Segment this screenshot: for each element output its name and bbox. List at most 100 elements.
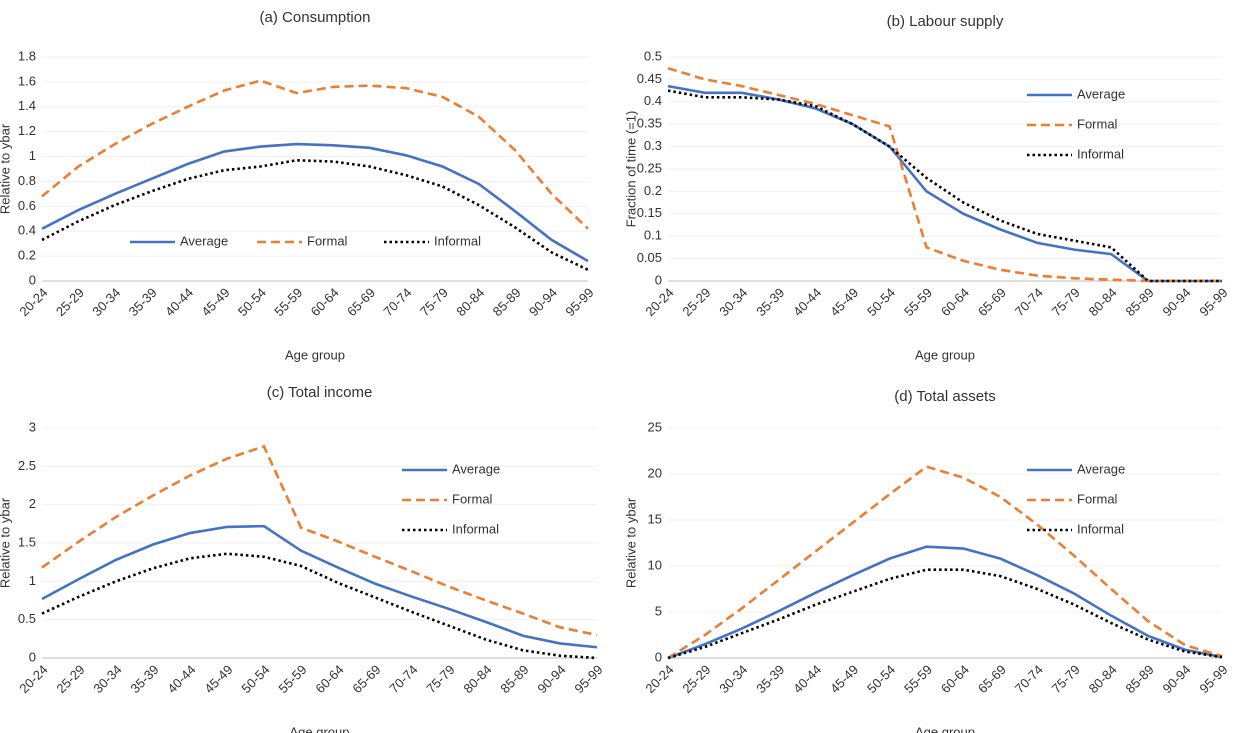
x-axis-label: Age group [290,724,350,733]
series-line [41,524,598,649]
series-line [667,465,1223,660]
y-tick-label: 0.4 [644,93,662,108]
x-tick-label: 80-84 [460,662,494,696]
x-tick-label: 40-44 [790,662,824,696]
y-tick-label: 25 [648,419,662,434]
x-tick-label: 60-64 [308,285,342,319]
x-tick-label: 35-39 [753,662,787,696]
x-tick-label: 45-49 [827,662,861,696]
legend-label: Average [180,233,228,248]
legend-label: Informal [1077,521,1124,536]
x-tick-label: 35-39 [127,662,161,696]
y-tick-label: 0.6 [18,198,36,213]
chart-title: (d) Total assets [894,388,995,405]
x-tick-label: 45-49 [201,662,235,696]
y-axis-label: Relative to ybar [0,497,12,588]
x-tick-label: 50-54 [235,285,269,319]
legend-label: Formal [1077,116,1118,131]
x-tick-label: 95-99 [562,285,596,319]
x-tick-label: 50-54 [864,285,898,319]
y-tick-label: 3 [29,419,36,434]
series-line [41,552,598,660]
y-tick-label: 15 [648,511,662,526]
y-axis-label: Relative to ybar [0,123,12,214]
x-tick-label: 90-94 [1160,662,1194,696]
y-tick-label: 0.05 [637,250,662,265]
x-tick-label: 65-69 [344,285,378,319]
x-tick-label: 90-94 [534,662,568,696]
x-tick-label: 25-29 [53,285,87,319]
y-tick-label: 0.25 [637,160,662,175]
y-tick-label: 1.6 [18,73,36,88]
chart-title: (c) Total income [267,384,373,401]
x-tick-label: 55-59 [901,662,935,696]
y-tick-label: 0 [29,649,36,664]
x-tick-label: 25-29 [679,662,713,696]
x-tick-label: 70-74 [386,662,420,696]
y-tick-label: 0.5 [644,48,662,63]
series-line [667,66,1222,283]
x-tick-label: 95-99 [1196,662,1230,696]
x-tick-label: 55-59 [901,285,935,319]
y-tick-label: 0 [655,649,662,664]
y-tick-label: 0.5 [18,611,36,626]
x-tick-label: 35-39 [753,285,787,319]
y-tick-label: 10 [648,557,662,572]
y-tick-label: 0.35 [637,116,662,131]
x-tick-label: 30-34 [90,662,124,696]
x-tick-label: 25-29 [53,662,87,696]
x-tick-label: 45-49 [827,285,861,319]
x-tick-label: 70-74 [1012,662,1046,696]
y-tick-label: 0.1 [644,228,662,243]
x-tick-label: 85-89 [1123,662,1157,696]
x-tick-label: 50-54 [864,662,898,696]
x-tick-label: 25-29 [679,285,713,319]
x-tick-label: 55-59 [271,285,305,319]
x-tick-label: 75-79 [417,285,451,319]
x-tick-label: 80-84 [453,285,487,319]
y-tick-label: 1 [29,573,36,588]
x-tick-label: 35-39 [126,285,160,319]
x-tick-label: 85-89 [490,285,524,319]
x-tick-label: 75-79 [1049,285,1083,319]
x-axis-label: Age group [915,347,975,362]
legend-label: Average [452,461,500,476]
x-tick-label: 70-74 [380,285,414,319]
y-tick-label: 1.4 [18,98,36,113]
y-tick-label: 1.2 [18,123,36,138]
x-tick-label: 65-69 [975,285,1009,319]
y-tick-label: 0.2 [18,248,36,263]
x-tick-label: 60-64 [312,662,346,696]
series-line [41,142,589,263]
x-tick-label: 95-99 [571,662,605,696]
x-tick-label: 40-44 [790,285,824,319]
x-tick-label: 30-34 [716,285,750,319]
legend-label: Informal [1077,146,1124,161]
x-tick-label: 70-74 [1012,285,1046,319]
legend-label: Informal [434,233,481,248]
y-tick-label: 5 [655,603,662,618]
y-axis-label: Relative to ybar [623,497,638,588]
y-axis-label: Fraction of time (=1) [623,111,638,228]
x-tick-label: 55-59 [275,662,309,696]
legend-label: Formal [452,491,493,506]
y-tick-label: 1.8 [18,48,36,63]
legend-label: Formal [1077,491,1118,506]
x-tick-label: 85-89 [1123,285,1157,319]
x-tick-label: 30-34 [716,662,750,696]
legend-label: Informal [452,521,499,536]
y-tick-label: 1.5 [18,534,36,549]
x-tick-label: 85-89 [497,662,531,696]
x-tick-label: 20-24 [16,285,50,319]
x-tick-label: 65-69 [975,662,1009,696]
x-tick-label: 80-84 [1086,285,1120,319]
x-tick-label: 60-64 [938,285,972,319]
y-tick-label: 0 [655,272,662,287]
x-tick-label: 50-54 [238,662,272,696]
y-tick-label: 20 [648,465,662,480]
y-tick-label: 0.2 [644,183,662,198]
y-tick-label: 0.45 [637,71,662,86]
series-line [41,444,598,637]
